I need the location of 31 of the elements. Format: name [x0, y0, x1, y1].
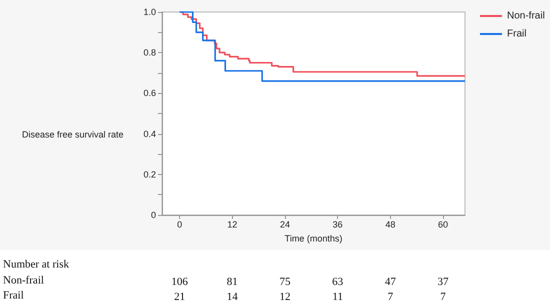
x-tick-label: 0	[177, 220, 182, 230]
text: 12	[279, 291, 290, 303]
y-tick-label: 0.2	[143, 169, 156, 180]
y-tick-label: 1.0	[143, 7, 156, 17]
text: 21	[174, 291, 186, 303]
text: 11	[332, 291, 343, 303]
text: 81	[226, 276, 238, 288]
text: Number at risk	[3, 258, 70, 270]
legend-label: Frail	[507, 28, 526, 40]
y-tick-label: 0.8	[143, 48, 156, 58]
text: 106	[171, 276, 188, 288]
x-axis-title: Time (months)	[284, 233, 342, 244]
x-tick-label: 12	[227, 220, 238, 230]
text: 75	[279, 276, 291, 288]
text: 14	[226, 291, 238, 303]
text: Non-frail	[3, 274, 44, 286]
text: 47	[384, 276, 396, 288]
y-tick-label: 0.4	[143, 128, 156, 139]
text: 37	[438, 276, 450, 288]
y-tick-label: 0.6	[143, 88, 156, 98]
text: 7	[440, 291, 446, 303]
text: 7	[388, 291, 394, 303]
text: 63	[332, 276, 344, 288]
y-tick-label: 0	[150, 210, 156, 220]
x-tick-label: 36	[332, 220, 343, 230]
x-tick-label: 48	[385, 220, 396, 230]
text: Frail	[3, 290, 24, 302]
legend-label: Non-frail	[507, 10, 545, 22]
x-tick-label: 24	[280, 220, 290, 230]
x-tick-label: 60	[438, 220, 448, 230]
y-axis-title: Disease free survival rate	[22, 130, 124, 140]
